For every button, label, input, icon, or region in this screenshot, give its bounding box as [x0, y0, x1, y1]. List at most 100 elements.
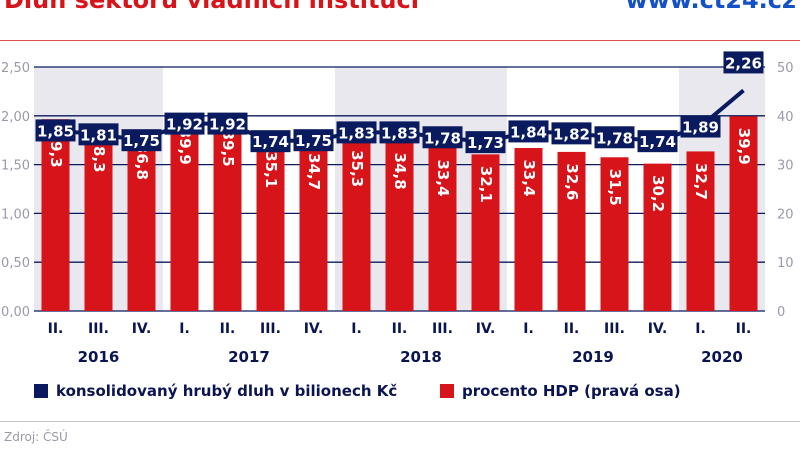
left-tick-label: 0,50 — [1, 256, 30, 271]
gdp-bar — [514, 148, 543, 311]
debt-label: 1,85 — [37, 122, 74, 140]
debt-label-box — [121, 129, 162, 152]
footer-divider — [0, 421, 800, 422]
gdp-bar — [385, 141, 414, 311]
debt-label: 1,83 — [338, 124, 375, 142]
debt-label-box — [207, 112, 248, 135]
gdp-bar-label: 39,5 — [219, 130, 237, 167]
debt-label: 1,92 — [166, 116, 203, 134]
gdp-bar — [643, 163, 672, 311]
debt-label-box — [680, 115, 721, 138]
legend-item-debt: konsolidovaný hrubý dluh v bilionech Kč — [34, 382, 397, 400]
debt-label-box — [293, 129, 334, 152]
quarter-label: III. — [604, 321, 625, 337]
right-tick-label: 0 — [777, 305, 785, 320]
debt-label-box — [35, 119, 76, 142]
legend-label-gdp: procento HDP (pravá osa) — [462, 382, 681, 400]
debt-label-box — [508, 120, 549, 143]
legend-swatch-gdp — [440, 384, 454, 398]
quarter-label: II. — [220, 321, 236, 337]
quarter-label: I. — [179, 321, 190, 337]
quarter-label: III. — [432, 321, 453, 337]
gdp-bar — [600, 157, 629, 311]
gdp-bar-label: 34,7 — [305, 153, 323, 190]
gdp-bar-label: 34,8 — [391, 153, 409, 190]
ct24-logo[interactable]: www.ct24.cz — [625, 0, 796, 14]
debt-label: 1,89 — [682, 119, 719, 137]
debt-label: 1,82 — [553, 125, 590, 143]
gdp-bar-label: 35,3 — [348, 150, 366, 187]
right-tick-label: 20 — [777, 207, 794, 222]
quarter-label: I. — [523, 321, 534, 337]
year-label: 2020 — [701, 348, 743, 366]
debt-label-box — [164, 112, 205, 135]
gdp-bar-label: 35,1 — [262, 151, 280, 188]
gdp-bar-label: 33,4 — [520, 160, 538, 197]
debt-label: 1,73 — [467, 134, 504, 152]
right-tick-label: 40 — [777, 110, 794, 125]
gdp-bar — [256, 139, 285, 311]
legend-swatch-debt — [34, 384, 48, 398]
debt-label: 2,26 — [725, 54, 762, 72]
debt-label: 1,83 — [381, 124, 418, 142]
gdp-bar — [729, 116, 758, 312]
gdp-bar-label: 39,9 — [735, 128, 753, 165]
quarter-label: IV. — [304, 321, 324, 337]
debt-label: 1,92 — [209, 116, 246, 134]
legend-item-gdp: procento HDP (pravá osa) — [440, 382, 681, 400]
gdp-bar — [471, 154, 500, 311]
debt-label: 1,78 — [596, 129, 633, 147]
gdp-bar-label: 36,8 — [133, 143, 151, 180]
debt-label-box — [422, 126, 463, 149]
gdp-bar-label: 32,1 — [477, 166, 495, 203]
debt-label-box — [551, 122, 592, 145]
quarter-label: IV. — [132, 321, 152, 337]
left-tick-label: 1,50 — [1, 159, 30, 174]
debt-label-box — [637, 130, 678, 153]
debt-label: 1,75 — [295, 132, 332, 150]
gdp-bar — [127, 131, 156, 311]
debt-label-box — [723, 51, 764, 74]
gdp-bar — [557, 151, 586, 311]
chart: 2016 2017 2018 2019 2020 0,00 0,50 1,00 1,50 2,00… — [1, 51, 794, 366]
quarter-label: III. — [260, 321, 281, 337]
right-tick-label: 50 — [777, 61, 794, 76]
gdp-bar — [170, 116, 199, 312]
debt-label: 1,74 — [639, 133, 676, 151]
chart-title: Dluh sektoru vládních institucí — [4, 0, 419, 14]
gdp-bar-label: 30,2 — [649, 175, 667, 212]
right-tick-label: 30 — [777, 159, 794, 174]
left-tick-label: 1,00 — [1, 207, 30, 222]
gdp-bar-label: 32,7 — [692, 163, 710, 200]
debt-label: 1,84 — [510, 123, 547, 141]
debt-label-box — [78, 123, 119, 146]
gdp-bar — [299, 141, 328, 311]
source-note: Zdroj: ČSÚ — [4, 430, 68, 444]
debt-label-box — [250, 130, 291, 153]
year-label: 2017 — [228, 348, 270, 366]
header-divider — [0, 40, 800, 41]
debt-label-box — [336, 121, 377, 144]
year-label: 2018 — [400, 348, 442, 366]
quarter-label: II. — [736, 321, 752, 337]
quarter-label: II. — [48, 321, 64, 337]
left-tick-label: 2,00 — [1, 110, 30, 125]
debt-label-box — [379, 121, 420, 144]
debt-label: 1,75 — [123, 132, 160, 150]
left-tick-label: 2,50 — [1, 61, 30, 76]
right-tick-label: 10 — [777, 256, 794, 271]
debt-label: 1,81 — [80, 126, 117, 144]
gdp-bar-label: 33,4 — [434, 160, 452, 197]
gdp-bar-label: 39,9 — [176, 128, 194, 165]
debt-label-box — [594, 126, 635, 149]
gdp-bar-label: 31,5 — [606, 169, 624, 206]
legend-label-debt: konsolidovaný hrubý dluh v bilionech Kč — [56, 382, 398, 400]
gdp-bar — [428, 148, 457, 311]
quarter-label: IV. — [476, 321, 496, 337]
debt-label: 1,74 — [252, 133, 289, 151]
quarter-label: I. — [351, 321, 362, 337]
year-label: 2016 — [78, 348, 120, 366]
gdp-bar — [686, 151, 715, 311]
gdp-bar — [41, 119, 70, 311]
gdp-bar — [213, 118, 242, 312]
